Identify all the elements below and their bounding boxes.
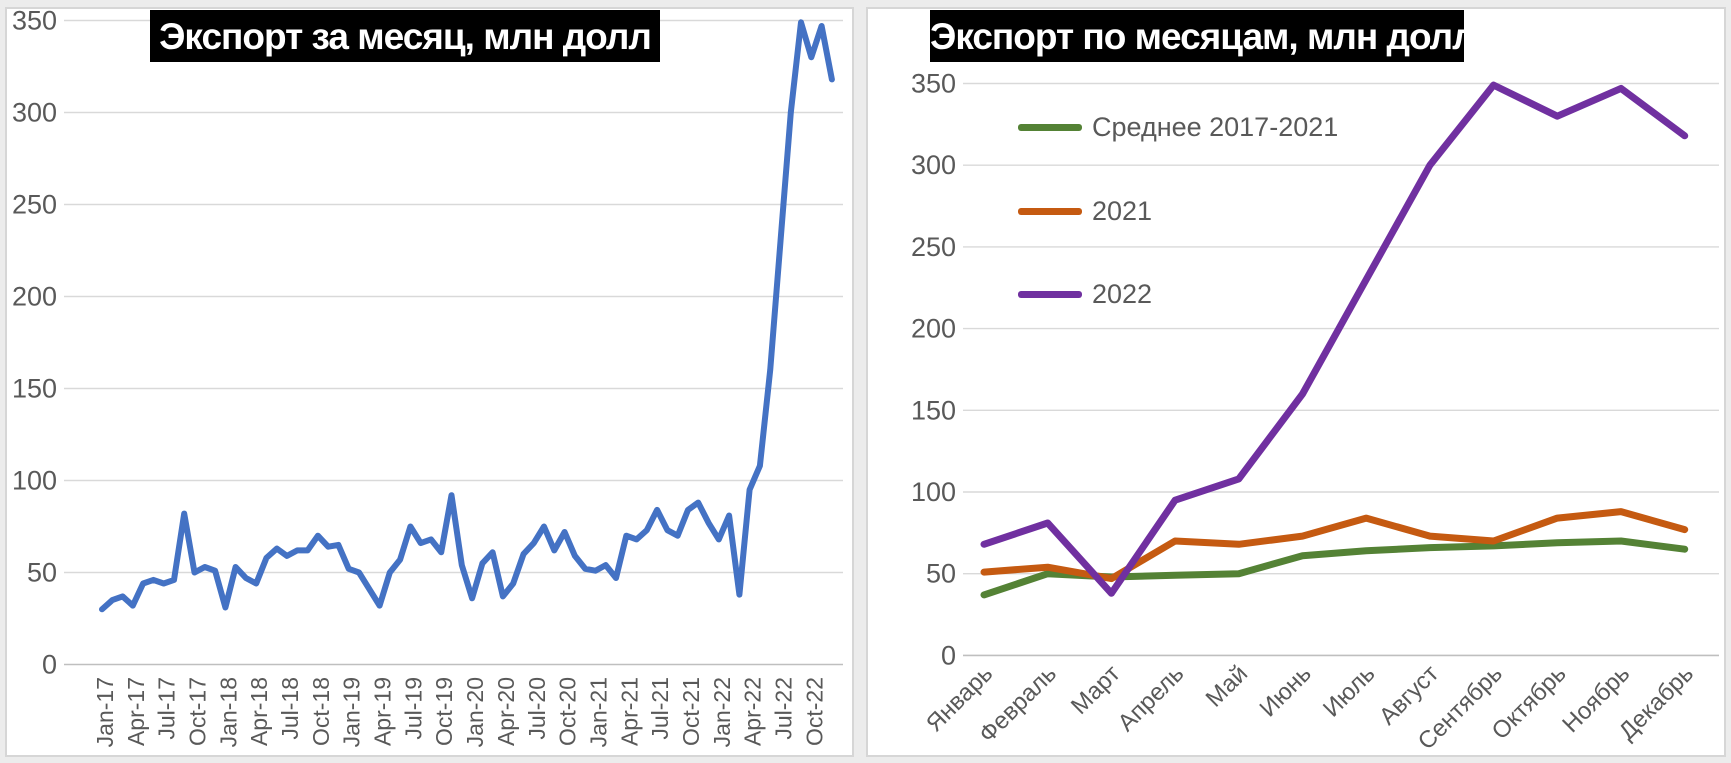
svg-text:Jul-22: Jul-22 bbox=[770, 677, 796, 740]
svg-text:Apr-22: Apr-22 bbox=[740, 677, 766, 746]
legend-item-average: Среднее 2017-2021 bbox=[1018, 112, 1338, 143]
svg-text:Jul-17: Jul-17 bbox=[154, 677, 180, 740]
series-2021-swatch bbox=[1018, 208, 1082, 215]
svg-text:Июнь: Июнь bbox=[1255, 660, 1317, 722]
svg-text:Jan-17: Jan-17 bbox=[92, 677, 118, 747]
svg-text:150: 150 bbox=[12, 374, 57, 404]
svg-text:Apr-17: Apr-17 bbox=[123, 677, 149, 746]
svg-text:Apr-18: Apr-18 bbox=[246, 677, 272, 746]
svg-text:Oct-18: Oct-18 bbox=[308, 677, 334, 746]
svg-text:50: 50 bbox=[27, 558, 57, 588]
svg-text:Июль: Июль bbox=[1318, 660, 1380, 722]
svg-text:350: 350 bbox=[12, 9, 57, 36]
legend-label-2021: 2021 bbox=[1092, 196, 1153, 226]
legend-label-2022: 2022 bbox=[1092, 279, 1153, 309]
svg-text:150: 150 bbox=[911, 395, 956, 425]
svg-text:Oct-19: Oct-19 bbox=[431, 677, 457, 746]
chart-card-export-by-month: Экспорт по месяцам, млн долл 0 50 100 150 20… bbox=[866, 7, 1726, 757]
svg-text:Oct-20: Oct-20 bbox=[555, 677, 581, 746]
series-2022-swatch bbox=[1018, 291, 1082, 298]
chart-title-monthly-export: Экспорт за месяц, млн долл bbox=[150, 10, 660, 62]
svg-text:Jan-20: Jan-20 bbox=[462, 677, 488, 747]
legend-item-2021: 2021 bbox=[1018, 196, 1152, 227]
svg-text:Jan-19: Jan-19 bbox=[339, 677, 365, 747]
svg-text:200: 200 bbox=[12, 282, 57, 312]
svg-text:50: 50 bbox=[926, 559, 956, 589]
svg-text:Oct-22: Oct-22 bbox=[801, 677, 827, 746]
svg-text:0: 0 bbox=[42, 650, 57, 680]
svg-text:Apr-19: Apr-19 bbox=[370, 677, 396, 746]
svg-text:350: 350 bbox=[911, 69, 956, 99]
svg-text:100: 100 bbox=[911, 477, 956, 507]
svg-text:300: 300 bbox=[12, 98, 57, 128]
svg-text:Apr-20: Apr-20 bbox=[493, 677, 519, 746]
chart-title-export-by-month: Экспорт по месяцам, млн долл bbox=[930, 10, 1476, 62]
svg-text:Апрель: Апрель bbox=[1113, 660, 1190, 737]
svg-text:Jul-18: Jul-18 bbox=[277, 677, 303, 740]
legend-item-2022: 2022 bbox=[1018, 279, 1152, 310]
svg-text:Oct-17: Oct-17 bbox=[185, 677, 211, 746]
svg-text:Jul-19: Jul-19 bbox=[400, 677, 426, 740]
svg-text:Jul-20: Jul-20 bbox=[524, 677, 550, 740]
average-series-swatch bbox=[1018, 124, 1082, 131]
svg-text:Jan-22: Jan-22 bbox=[709, 677, 735, 747]
svg-text:Apr-21: Apr-21 bbox=[616, 677, 642, 746]
svg-text:0: 0 bbox=[941, 640, 956, 670]
svg-text:300: 300 bbox=[911, 150, 956, 180]
svg-text:Oct-21: Oct-21 bbox=[678, 677, 704, 746]
svg-text:250: 250 bbox=[12, 190, 57, 220]
svg-text:Jul-21: Jul-21 bbox=[647, 677, 673, 740]
chart-card-monthly-export: Экспорт за месяц, млн долл 0 50 100 150 200 2… bbox=[5, 7, 854, 757]
svg-text:Март: Март bbox=[1066, 660, 1126, 720]
svg-text:Jan-18: Jan-18 bbox=[215, 677, 241, 747]
svg-text:Май: Май bbox=[1201, 660, 1253, 712]
svg-text:200: 200 bbox=[911, 314, 956, 344]
svg-text:Jan-21: Jan-21 bbox=[585, 677, 611, 747]
legend-label-average: Среднее 2017-2021 bbox=[1092, 112, 1339, 142]
svg-text:100: 100 bbox=[12, 466, 57, 496]
svg-text:250: 250 bbox=[911, 232, 956, 262]
